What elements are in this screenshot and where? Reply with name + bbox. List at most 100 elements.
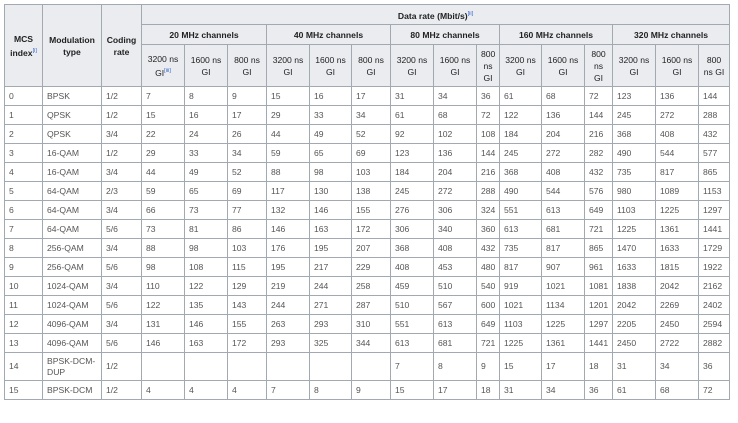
data-rate-cell: 817 bbox=[655, 162, 699, 182]
data-rate-cell: 18 bbox=[584, 352, 613, 381]
data-rate-cell: 8 bbox=[433, 352, 477, 381]
data-rate-cell: 1838 bbox=[612, 276, 656, 296]
guard-interval-label: 3200 ns GI bbox=[618, 54, 650, 77]
data-rate-cell: 306 bbox=[433, 200, 477, 220]
data-rate-cell: 59 bbox=[266, 143, 310, 163]
data-rate-cell: 146 bbox=[141, 333, 185, 353]
data-rate-cell: 176 bbox=[266, 238, 310, 258]
header-mcs-label: MCS index bbox=[10, 33, 34, 58]
data-rate-cell: 735 bbox=[612, 162, 656, 182]
data-rate-cell: 131 bbox=[141, 314, 185, 334]
data-rate-cell: 288 bbox=[476, 181, 500, 201]
modulation-cell: 64-QAM bbox=[42, 200, 102, 220]
data-rate-cell: 122 bbox=[141, 295, 185, 315]
data-rate-cell: 52 bbox=[351, 124, 391, 144]
data-rate-cell: 61 bbox=[612, 380, 656, 400]
data-rate-cell bbox=[184, 352, 228, 381]
footnote-link[interactable]: [ii] bbox=[467, 10, 474, 17]
data-rate-cell: 613 bbox=[499, 219, 542, 239]
mcs-index-cell: 11 bbox=[4, 295, 43, 315]
data-rate-cell: 136 bbox=[655, 86, 699, 106]
data-rate-cell: 2205 bbox=[612, 314, 656, 334]
data-rate-cell: 15 bbox=[141, 105, 185, 125]
data-rate-cell: 34 bbox=[655, 352, 699, 381]
data-rate-cell: 92 bbox=[390, 124, 434, 144]
data-rate-cell: 576 bbox=[584, 181, 613, 201]
data-rate-cell: 86 bbox=[227, 219, 267, 239]
data-rate-cell: 1361 bbox=[655, 219, 699, 239]
data-rate-cell: 16 bbox=[184, 105, 228, 125]
data-rate-cell: 31 bbox=[612, 352, 656, 381]
data-rate-cell: 122 bbox=[184, 276, 228, 296]
table-row: 11 1024-QAM 5/6 122 135 143 244 271 287 510 567 600… bbox=[4, 295, 731, 315]
mcs-index-cell: 1 bbox=[4, 105, 43, 125]
data-rate-cell: 2450 bbox=[655, 314, 699, 334]
data-rate-cell: 29 bbox=[266, 105, 310, 125]
mcs-index-cell: 5 bbox=[4, 181, 43, 201]
data-rate-cell: 72 bbox=[697, 380, 731, 400]
table-row: 3 16-QAM 1/2 29 33 34 59 65 69 123 136 144 245 272 282… bbox=[4, 143, 731, 163]
data-rate-cell: 649 bbox=[476, 314, 500, 334]
data-rate-cell: 453 bbox=[433, 257, 477, 277]
mcs-index-cell: 15 bbox=[4, 380, 43, 400]
data-rate-cell: 155 bbox=[351, 200, 391, 220]
data-rate-cell: 77 bbox=[227, 200, 267, 220]
coding-rate-cell: 1/2 bbox=[101, 105, 142, 125]
data-rate-cell: 8 bbox=[309, 380, 352, 400]
data-rate-cell: 130 bbox=[309, 181, 352, 201]
data-rate-cell: 287 bbox=[351, 295, 391, 315]
data-rate-cell: 721 bbox=[584, 219, 613, 239]
data-rate-cell: 735 bbox=[499, 238, 542, 258]
data-rate-cell: 408 bbox=[390, 257, 434, 277]
coding-rate-cell: 3/4 bbox=[101, 276, 142, 296]
data-rate-cell: 31 bbox=[499, 380, 542, 400]
data-rate-cell: 61 bbox=[390, 105, 434, 125]
data-rate-cell: 360 bbox=[476, 219, 500, 239]
data-rate-cell: 110 bbox=[141, 276, 185, 296]
data-rate-cell: 69 bbox=[227, 181, 267, 201]
header-guard-interval: 3200 ns GI bbox=[612, 44, 656, 87]
modulation-cell: 256-QAM bbox=[42, 257, 102, 277]
guard-interval-label: 1600 ns GI bbox=[315, 54, 346, 77]
data-rate-cell: 17 bbox=[433, 380, 477, 400]
data-rate-cell: 272 bbox=[541, 143, 585, 163]
data-rate-cell: 163 bbox=[184, 333, 228, 353]
modulation-cell: 1024-QAM bbox=[42, 276, 102, 296]
data-rate-cell: 1729 bbox=[697, 238, 731, 258]
data-rate-cell: 217 bbox=[309, 257, 352, 277]
footnote-link[interactable]: [iii] bbox=[164, 67, 171, 74]
data-rate-cell: 144 bbox=[697, 86, 731, 106]
data-rate-cell: 33 bbox=[184, 143, 228, 163]
data-rate-cell: 61 bbox=[499, 86, 542, 106]
data-rate-cell: 1089 bbox=[655, 181, 699, 201]
data-rate-cell: 34 bbox=[351, 105, 391, 125]
data-rate-cell: 103 bbox=[227, 238, 267, 258]
data-rate-cell: 34 bbox=[433, 86, 477, 106]
data-rate-cell: 7 bbox=[141, 86, 185, 106]
data-rate-cell: 681 bbox=[541, 219, 585, 239]
data-rate-cell: 31 bbox=[390, 86, 434, 106]
modulation-cell: QPSK bbox=[42, 124, 102, 144]
data-rate-cell: 1021 bbox=[541, 276, 585, 296]
data-rate-cell: 72 bbox=[476, 105, 500, 125]
data-rate-cell: 2042 bbox=[655, 276, 699, 296]
footnote-link[interactable]: [i] bbox=[32, 47, 37, 54]
data-rate-cell: 24 bbox=[184, 124, 228, 144]
modulation-cell: 4096-QAM bbox=[42, 314, 102, 334]
data-rate-cell: 34 bbox=[541, 380, 585, 400]
data-rate-cell bbox=[227, 352, 267, 381]
modulation-cell: 64-QAM bbox=[42, 181, 102, 201]
header-guard-interval: 3200 ns GI bbox=[390, 44, 434, 87]
table-body: 0 BPSK 1/2 7 8 9 15 16 17 31 34 36 61 68 72 123 136 144 1 Q… bbox=[4, 86, 731, 400]
header-data-rate: Data rate (Mbit/s)[ii] bbox=[140, 4, 731, 25]
data-rate-cell: 36 bbox=[697, 352, 731, 381]
data-rate-cell: 1225 bbox=[612, 219, 656, 239]
data-rate-cell: 600 bbox=[476, 295, 500, 315]
header-guard-interval: 1600 ns GI bbox=[541, 44, 585, 87]
header-guard-interval: 1600 ns GI bbox=[184, 44, 228, 87]
coding-rate-cell: 5/6 bbox=[101, 219, 142, 239]
table-row: 10 1024-QAM 3/4 110 122 129 219 244 258 459 510 540… bbox=[4, 276, 731, 296]
data-rate-cell: 1441 bbox=[697, 219, 731, 239]
data-rate-cell: 1297 bbox=[584, 314, 613, 334]
table-row: 0 BPSK 1/2 7 8 9 15 16 17 31 34 36 61 68 72 123 136 144 bbox=[4, 86, 731, 106]
